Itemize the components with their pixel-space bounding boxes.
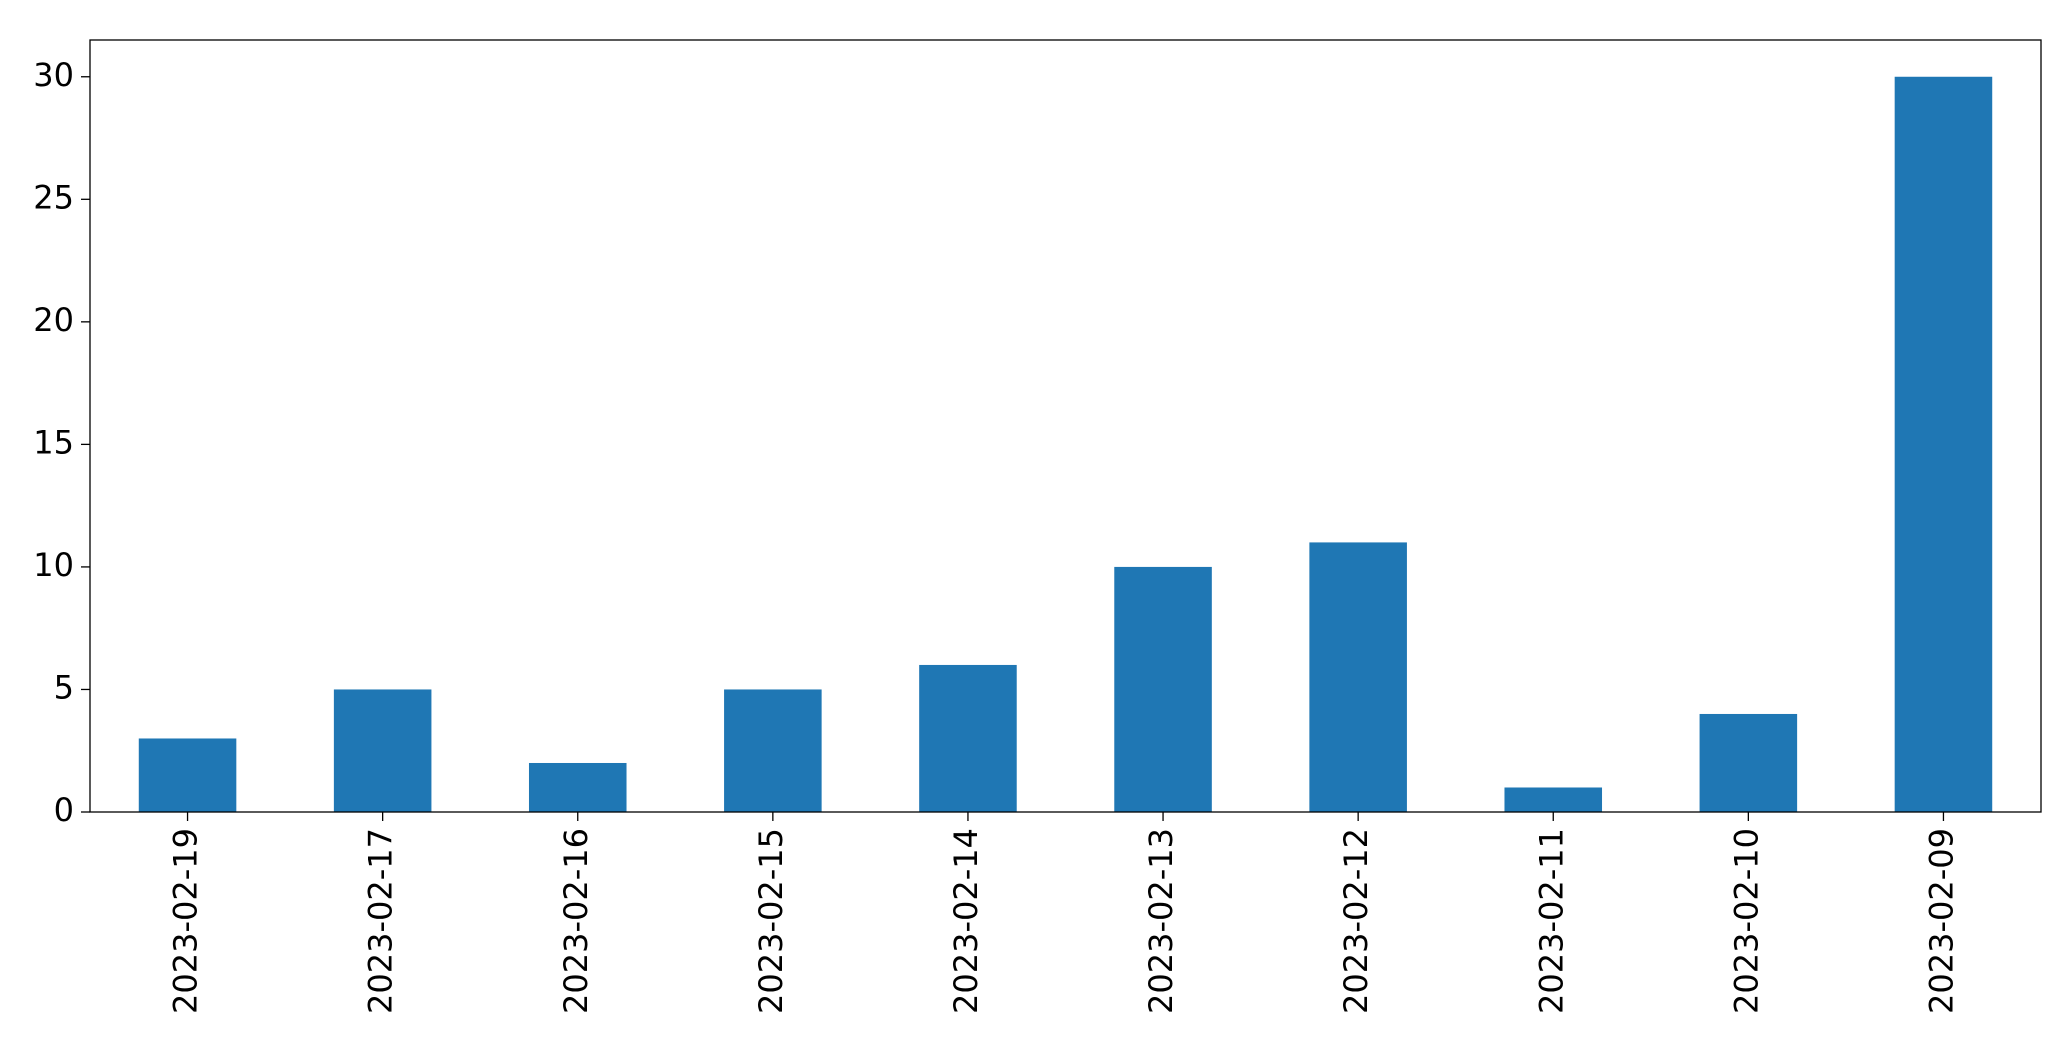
- bar: [333, 689, 432, 812]
- y-tick-label: 30: [33, 56, 74, 94]
- bar: [1894, 76, 1993, 812]
- y-tick-label: 10: [33, 546, 74, 584]
- bar: [1504, 787, 1603, 812]
- plot-frame: [89, 39, 2042, 813]
- x-tick-label: 2023-02-09: [1922, 828, 1960, 1014]
- y-tick-label: 25: [33, 178, 74, 216]
- x-tick-label: 2023-02-17: [362, 828, 400, 1014]
- y-tick-label: 15: [33, 423, 74, 461]
- x-tick-label: 2023-02-11: [1532, 828, 1570, 1014]
- y-tick-label: 5: [54, 668, 74, 706]
- bar: [528, 762, 627, 812]
- bar: [919, 664, 1017, 812]
- bar: [138, 738, 237, 812]
- x-tick-label: 2023-02-14: [947, 828, 985, 1014]
- bar: [724, 689, 822, 812]
- x-tick-label: 2023-02-13: [1142, 828, 1180, 1014]
- x-tick-label: 2023-02-16: [557, 828, 595, 1014]
- bar: [1699, 713, 1798, 812]
- y-tick-label: 0: [54, 791, 74, 829]
- x-tick-label: 2023-02-10: [1727, 828, 1765, 1014]
- x-tick-label: 2023-02-19: [167, 828, 205, 1014]
- x-tick-label: 2023-02-15: [752, 828, 790, 1014]
- bar: [1114, 566, 1212, 812]
- x-tick-label: 2023-02-12: [1337, 828, 1375, 1014]
- y-tick-label: 20: [33, 301, 74, 339]
- bar: [1309, 542, 1407, 812]
